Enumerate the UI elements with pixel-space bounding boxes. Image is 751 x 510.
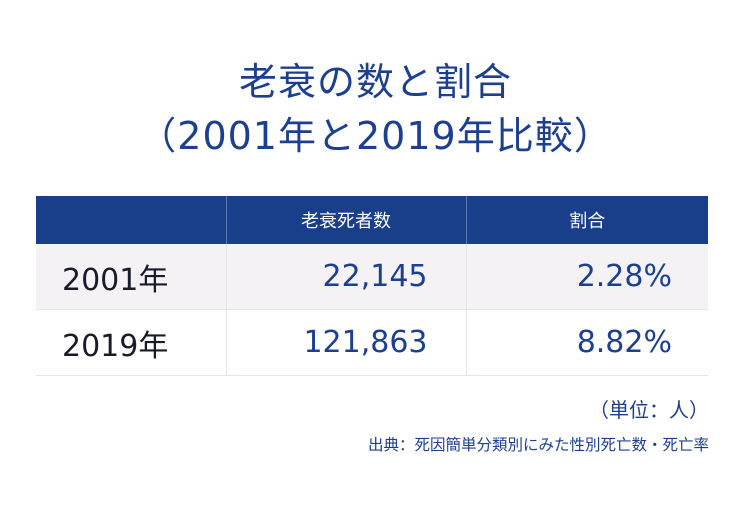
header-cell-death-count: 老衰死者数 xyxy=(226,196,467,244)
comparison-table: 老衰死者数 割合 2001年 22,145 2.28% 2019年 121,86… xyxy=(36,196,708,376)
year-cell: 2019年 xyxy=(36,309,227,376)
table-row: 2001年 22,145 2.28% xyxy=(36,244,708,310)
source-note: 出典：死因簡単分類別にみた性別死亡数・死亡率 xyxy=(367,436,709,454)
page-title: 老衰の数と割合 xyxy=(238,60,512,104)
year-cell: 2001年 xyxy=(36,244,227,310)
death-count-cell: 121,863 xyxy=(226,309,467,376)
ratio-cell: 8.82% xyxy=(466,309,708,376)
death-count-cell: 22,145 xyxy=(226,244,467,310)
header-cell-empty xyxy=(36,196,227,244)
unit-note: （単位：人） xyxy=(589,398,709,422)
table-header-row: 老衰死者数 割合 xyxy=(36,196,708,244)
header-cell-ratio: 割合 xyxy=(466,196,708,244)
page-subtitle: （2001年と2019年比較） xyxy=(138,114,613,158)
table-row: 2019年 121,863 8.82% xyxy=(36,309,708,376)
ratio-cell: 2.28% xyxy=(466,244,708,310)
